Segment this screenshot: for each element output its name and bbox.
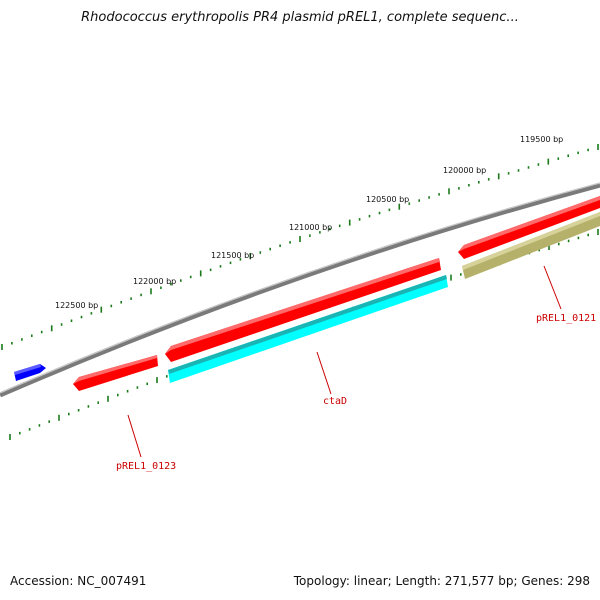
- outer-ruler: [1, 144, 599, 350]
- gene-bar-ctad-plus[interactable]: [165, 258, 441, 362]
- gene-bar-prel1-0123[interactable]: [73, 355, 158, 391]
- gene-label-ctad: ctaD: [323, 396, 347, 407]
- gene-bar-prel1-0121[interactable]: [462, 212, 600, 279]
- map-title: Rhodococcus erythropolis PR4 plasmid pRE…: [81, 10, 519, 25]
- ruler-label: 120000 bp: [443, 166, 486, 175]
- sequence-stats-text: Topology: linear; Length: 271,577 bp; Ge…: [293, 574, 590, 588]
- sequence-backbone: [0, 182, 600, 398]
- ruler-label: 122000 bp: [133, 277, 176, 286]
- ruler-label: 120500 bp: [366, 195, 409, 204]
- gene-bar-ctad[interactable]: [168, 275, 448, 383]
- ruler-label: 119500 bp: [520, 135, 563, 144]
- ruler-label: 122500 bp: [55, 301, 98, 310]
- ruler-label: 121000 bp: [289, 223, 332, 232]
- leader-line-prel1-0121: [543, 265, 562, 310]
- accession-text: Accession: NC_007491: [10, 574, 147, 588]
- gene-label-prel1-0123: pREL1_0123: [116, 461, 176, 472]
- leader-line-prel1-0123: [127, 414, 142, 458]
- gene-label-prel1-0121: pREL1_0121: [536, 313, 596, 324]
- leader-line-ctad: [316, 351, 332, 395]
- ruler-label: 121500 bp: [211, 251, 254, 260]
- feature-arrow-blue[interactable]: [14, 364, 46, 381]
- gene-bar-red-right[interactable]: [458, 196, 600, 259]
